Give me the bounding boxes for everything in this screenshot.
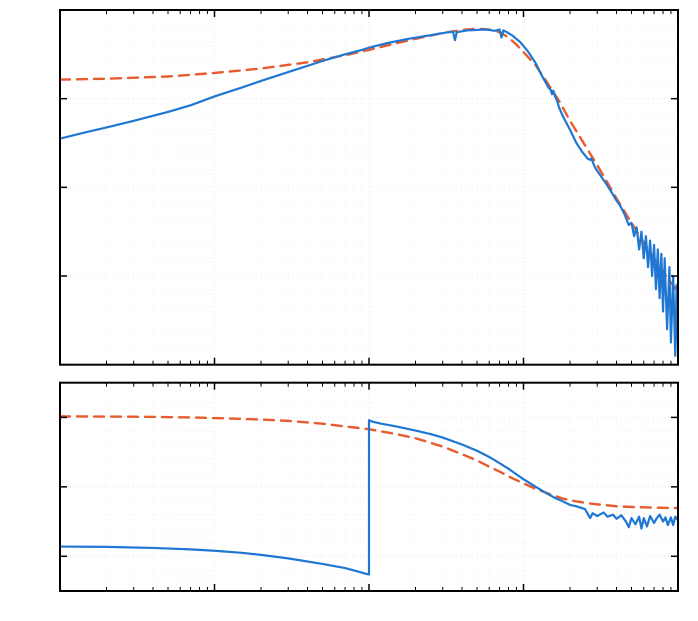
chart-svg bbox=[0, 0, 698, 621]
chart-container bbox=[0, 0, 698, 621]
